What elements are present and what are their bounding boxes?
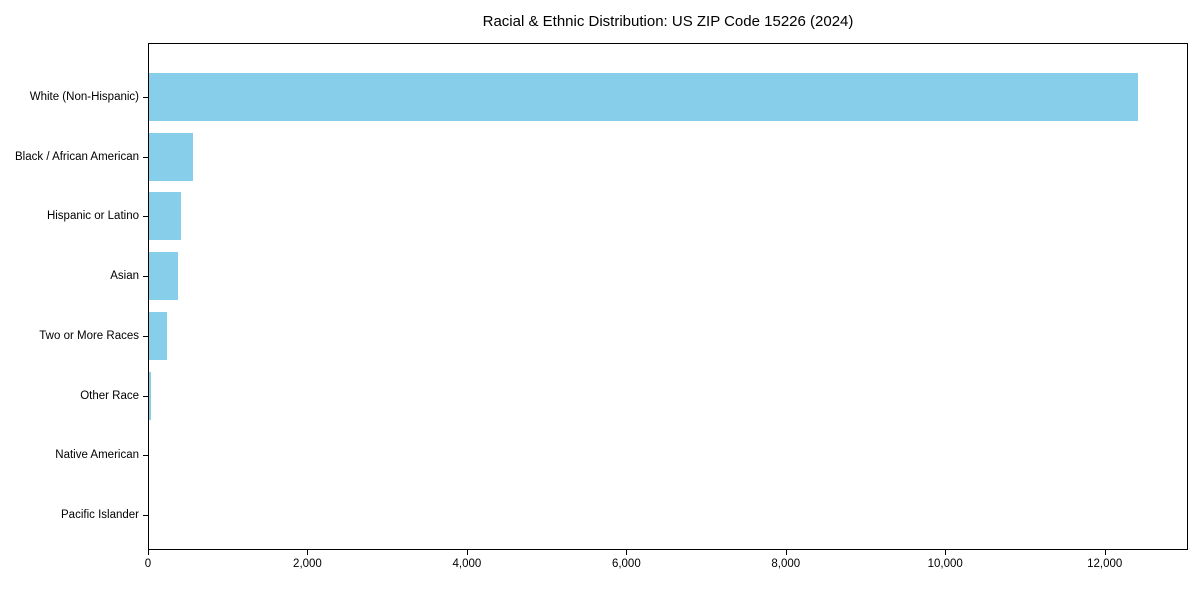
y-tick-mark: [143, 395, 148, 397]
y-tick-mark: [143, 276, 148, 278]
category-label: Black / African American: [15, 150, 139, 163]
x-tick-label: 4,000: [452, 558, 482, 570]
x-tick-mark: [945, 550, 947, 555]
x-tick-mark: [1104, 550, 1106, 555]
x-tick-mark: [626, 550, 628, 555]
x-tick-label: 2,000: [293, 558, 322, 570]
y-tick-mark: [143, 514, 148, 516]
category-label: Asian: [110, 270, 139, 283]
bar: [149, 192, 181, 241]
category-label: Pacific Islander: [61, 508, 139, 521]
category-label: Native American: [55, 449, 139, 462]
bar: [149, 311, 167, 360]
y-tick-mark: [143, 156, 148, 158]
x-tick-label: 8,000: [771, 558, 801, 570]
bar: [149, 73, 1138, 121]
x-tick-label: 0: [144, 558, 152, 570]
y-tick-mark: [143, 216, 148, 218]
chart-title: Racial & Ethnic Distribution: US ZIP Cod…: [482, 13, 854, 30]
bar: [149, 371, 151, 420]
bar: [149, 132, 193, 181]
y-tick-mark: [143, 335, 148, 337]
category-label: Hispanic or Latino: [46, 210, 139, 223]
category-label: Two or More Races: [39, 329, 139, 342]
category-label: White (Non-Hispanic): [29, 91, 139, 103]
x-tick-mark: [785, 550, 787, 555]
x-tick-label: 12,000: [1087, 558, 1123, 570]
x-tick-mark: [466, 550, 468, 555]
y-tick-mark: [143, 455, 148, 457]
x-tick-mark: [307, 550, 309, 555]
y-tick-mark: [143, 97, 148, 98]
category-label: Other Race: [80, 389, 139, 402]
plot-area: [148, 43, 1188, 550]
x-tick-label: 6,000: [611, 558, 641, 570]
x-tick-label: 10,000: [927, 558, 963, 570]
bar: [149, 252, 179, 301]
x-tick-mark: [148, 550, 149, 555]
